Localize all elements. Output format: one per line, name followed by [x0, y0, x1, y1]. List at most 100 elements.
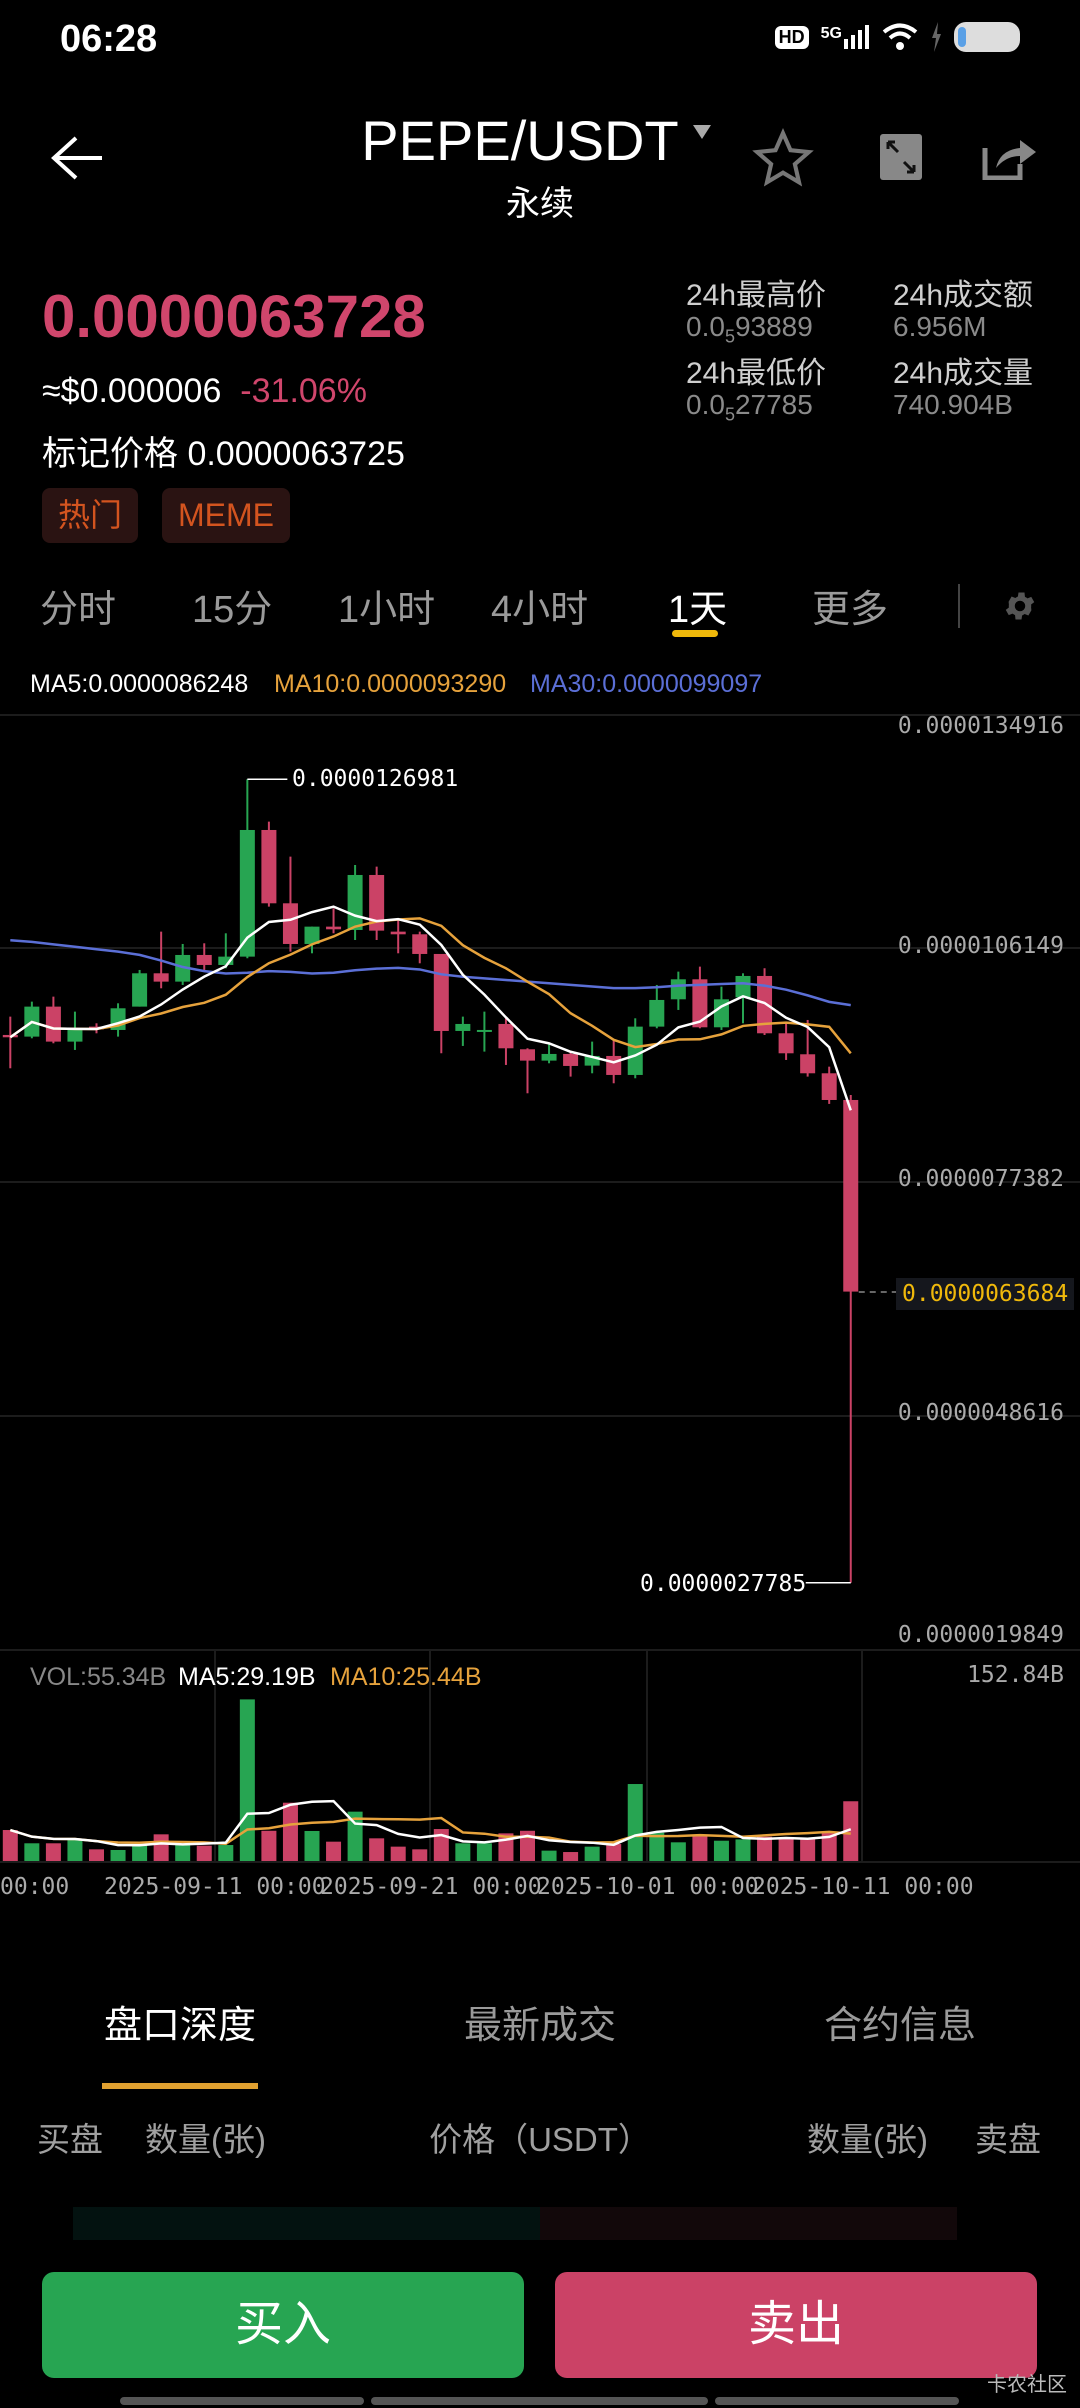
candle-down [692, 979, 708, 1028]
candle-up [627, 1026, 643, 1075]
low-label: 24h最低价 [686, 357, 827, 390]
y-tick-label: 0.0000019849 [897, 1622, 1064, 1648]
volume-bar [412, 1849, 428, 1861]
fullscreen-icon[interactable] [880, 134, 922, 180]
vol-max-label: 152.84B [967, 1662, 1064, 1688]
volume-bar [713, 1840, 729, 1861]
y-tick-label: 0.0000134916 [897, 713, 1064, 739]
volume-bar [455, 1843, 471, 1861]
volume-bar [800, 1838, 816, 1861]
candle-down [390, 931, 406, 935]
ma30-legend: MA30:0.0000099097 [530, 670, 763, 698]
volume-bar [541, 1850, 557, 1861]
candle-down [821, 1073, 837, 1100]
bids-header: 买盘 [37, 2121, 103, 2158]
volume-bar [843, 1801, 859, 1861]
tag-hot[interactable]: 热门 [42, 488, 139, 543]
candle-down [196, 954, 212, 965]
ask-depth-bar [540, 2207, 957, 2240]
candle-up [476, 1029, 492, 1032]
volume-bar [520, 1830, 535, 1861]
volume-bar [778, 1838, 794, 1861]
vol-ma5-legend: MA5:29.19B [178, 1663, 316, 1691]
volume-bar [692, 1834, 708, 1861]
sell-button[interactable]: 卖出 [555, 2272, 1037, 2378]
candle-down [757, 975, 773, 1034]
candle-down [282, 903, 298, 944]
nav-bar-segment [120, 2397, 364, 2405]
usd-price-row: ≈$0.000006 -31.06% [42, 372, 367, 411]
candle-down [800, 1054, 816, 1074]
bid-depth-bar [73, 2207, 540, 2240]
timeframe-15m[interactable]: 15分 [192, 589, 273, 631]
candle-down [778, 1033, 794, 1054]
volume-bar [670, 1842, 686, 1861]
last-price: 0.0000063728 [42, 283, 426, 350]
price-header: 价格（USDT） [429, 2121, 651, 2158]
mark-price-label: 标记价格 [42, 435, 178, 473]
contract-type: 永续 [506, 185, 574, 223]
volume-bar [584, 1846, 600, 1861]
candle-up [649, 999, 665, 1027]
volume-bar [326, 1841, 342, 1861]
y-tick-label: 0.0000048616 [897, 1400, 1064, 1426]
x-tick-label: 2025-10-11 00:00 [752, 1874, 974, 1900]
tab-depth[interactable]: 盘口深度 [103, 2005, 256, 2047]
volume-bar [239, 1699, 255, 1861]
ma10-line [9, 917, 852, 1055]
candle-down [153, 973, 169, 982]
candle-up [670, 979, 686, 1000]
candle-down [563, 1053, 579, 1066]
volume-bar [735, 1839, 751, 1861]
tag-meme[interactable]: MEME [162, 488, 290, 543]
divider [958, 584, 960, 628]
star-icon[interactable] [752, 128, 814, 190]
candle-down [606, 1055, 622, 1075]
candle-down [498, 1023, 514, 1049]
timeframe-1d[interactable]: 1天 [668, 589, 728, 631]
dropdown-caret-icon[interactable] [693, 125, 711, 139]
candle-down [45, 1006, 61, 1042]
timeframe-line[interactable]: 分时 [40, 589, 117, 631]
high-annotation: 0.0000126981 [292, 766, 459, 792]
mark-price-row: 标记价格 0.0000063725 [42, 426, 405, 475]
bid-qty-header: 数量(张) [145, 2121, 266, 2158]
vol-ma10-line [9, 1816, 851, 1846]
back-arrow-icon[interactable] [50, 134, 104, 182]
volume-bar [606, 1844, 622, 1861]
volume-bar [369, 1838, 385, 1861]
usd-price: ≈$0.000006 [42, 372, 222, 410]
timeframe-1h[interactable]: 1小时 [338, 589, 436, 631]
volume-bar [24, 1843, 40, 1861]
ma5-line [9, 905, 852, 1111]
timeframe-more[interactable]: 更多 [812, 589, 889, 631]
charging-icon [932, 22, 941, 52]
ma30-line [10, 939, 851, 1007]
timeframe-4h[interactable]: 4小时 [491, 589, 589, 631]
volume-bar [390, 1846, 406, 1861]
candle-up [713, 999, 729, 1028]
status-time: 06:28 [60, 18, 158, 60]
ma10-legend: MA10:0.0000093290 [274, 670, 507, 698]
volume-bar [649, 1832, 665, 1861]
buy-button[interactable]: 买入 [42, 2272, 524, 2378]
x-tick-label: 2025-09-21 00:00 [320, 1874, 542, 1900]
volume-bar [196, 1845, 212, 1861]
candle-up [455, 1023, 471, 1031]
gear-icon[interactable] [1002, 588, 1038, 624]
candle-up [541, 1053, 557, 1061]
pair-title[interactable]: PEPE/USDT [361, 109, 679, 172]
tab-contract-info[interactable]: 合约信息 [823, 2005, 976, 2047]
candle-down [369, 874, 385, 931]
battery-icon [954, 22, 1020, 52]
candle-down [520, 1049, 535, 1061]
nav-bar-segment [371, 2397, 708, 2405]
volume-bar [132, 1844, 148, 1861]
volume-bar [45, 1843, 61, 1861]
ask-qty-header: 数量(张) [807, 2121, 928, 2158]
volume-bar [304, 1830, 320, 1861]
tab-latest-trades[interactable]: 最新成交 [463, 2005, 616, 2047]
share-icon[interactable] [982, 134, 1038, 180]
volume-bar [757, 1836, 773, 1861]
